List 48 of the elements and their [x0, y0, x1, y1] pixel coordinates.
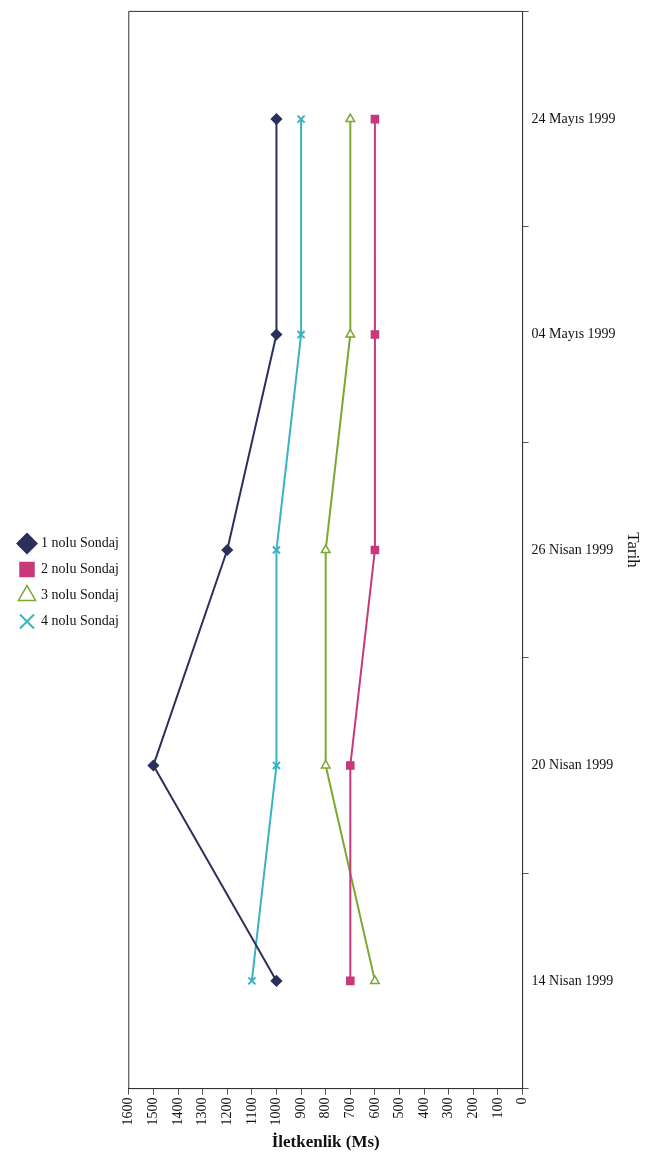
x-tick-label: 1500 — [145, 1097, 161, 1126]
x-axis-title: İletkenlik (Ms) — [271, 1132, 380, 1152]
point — [270, 113, 283, 125]
x-tick-label: 1100 — [243, 1097, 259, 1126]
x-tick-label: 100 — [489, 1097, 505, 1119]
x-tick-label: 900 — [292, 1097, 308, 1119]
point — [247, 976, 257, 986]
x-tick-label: 200 — [465, 1097, 481, 1119]
legend-label: 2 nolu Sondaj — [41, 561, 119, 577]
legend-label: 3 nolu Sondaj — [41, 587, 119, 603]
point — [345, 113, 356, 123]
y-tick-label: 20 Nisan 1999 — [531, 757, 614, 773]
x-tick-label: 1400 — [169, 1097, 185, 1126]
point — [345, 328, 356, 338]
y-tick-label: 26 Nisan 1999 — [531, 541, 614, 557]
x-tick-label: 600 — [366, 1097, 382, 1119]
x-tick-label: 800 — [317, 1097, 333, 1119]
x-tick-label: 1600 — [120, 1097, 136, 1126]
point — [370, 545, 380, 555]
point — [270, 328, 283, 341]
x-tick-label: 0 — [514, 1097, 530, 1105]
point — [296, 114, 306, 124]
point — [320, 544, 331, 554]
point — [320, 759, 331, 769]
point — [346, 761, 355, 770]
point — [296, 330, 306, 340]
point — [270, 975, 283, 987]
x-tick-label: 500 — [391, 1097, 407, 1119]
x-tick-label: 1300 — [194, 1097, 210, 1126]
y-tick-label: 14 Nisan 1999 — [531, 972, 614, 988]
legend-label: 4 nolu Sondaj — [41, 613, 119, 629]
point — [370, 114, 380, 124]
x-tick-label: 300 — [440, 1097, 456, 1119]
y-axis-title: Tarih — [624, 532, 644, 569]
point — [271, 760, 281, 770]
point — [271, 545, 281, 555]
point — [370, 330, 380, 339]
x-tick-label: 1200 — [218, 1097, 234, 1126]
y-tick-label: 04 Mayıs 1999 — [531, 326, 616, 342]
point — [221, 544, 233, 556]
x-tick-label: 700 — [341, 1097, 357, 1119]
x-tick-label: 400 — [415, 1097, 431, 1119]
legend-label: 1 nolu Sondaj — [41, 535, 119, 551]
x-tick-label: 1000 — [268, 1097, 284, 1126]
y-tick-label: 24 Mayıs 1999 — [531, 110, 616, 126]
point — [346, 976, 355, 986]
point — [369, 975, 380, 985]
point — [147, 759, 160, 772]
